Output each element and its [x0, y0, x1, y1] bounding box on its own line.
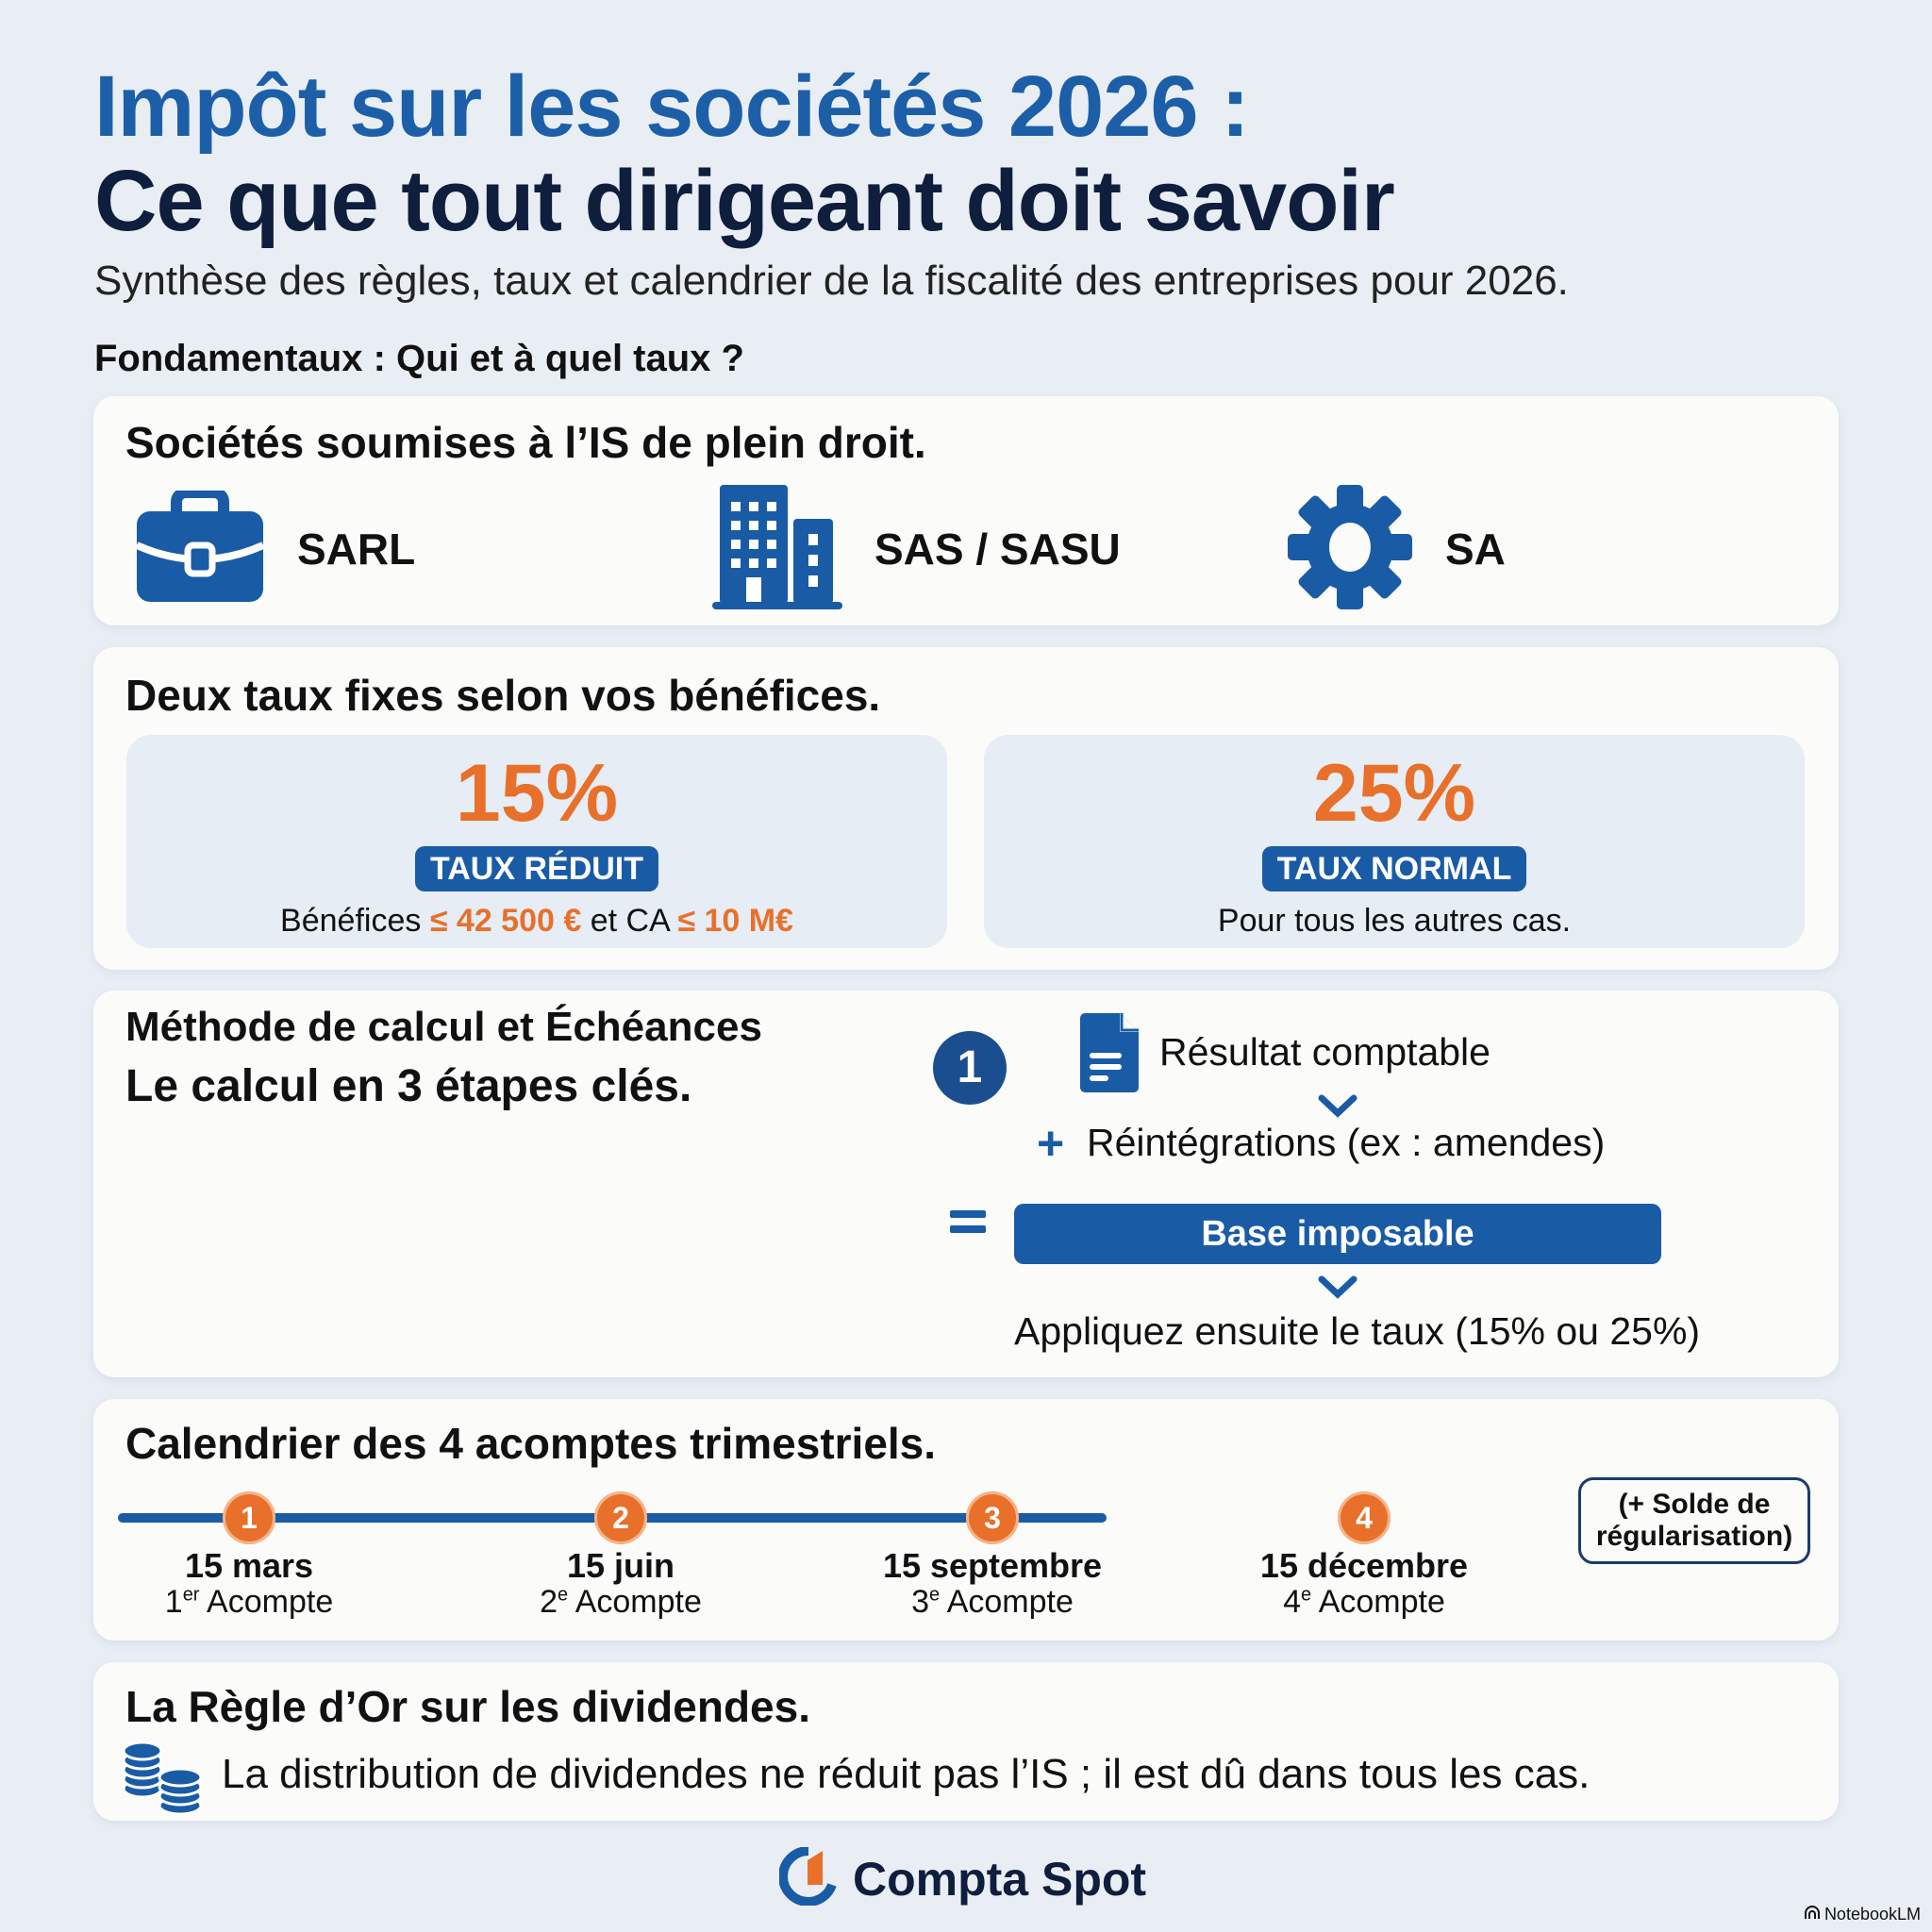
notebooklm-watermark: NotebookLM: [1804, 1905, 1921, 1924]
installment-date: 15 mars: [184, 1546, 314, 1585]
brand-logo: Compta Spot: [778, 1846, 1147, 1910]
step-reintegrations: Réintégrations (ex : amendes): [1087, 1121, 1606, 1164]
apply-rate-text: Appliquez ensuite le taux (15% ou 25%): [1014, 1309, 1701, 1353]
page-subtitle: Synthèse des règles, taux et calendrier …: [94, 258, 1569, 304]
entity-sas-sasu: SAS / SASU: [712, 483, 1121, 615]
ordinal-suffix: e: [558, 1584, 569, 1606]
watermark-text: NotebookLM: [1824, 1905, 1921, 1924]
balance-line2: régularisation): [1595, 1521, 1793, 1552]
timeline-node-1: 1: [223, 1491, 275, 1544]
ordinal: 3: [911, 1584, 930, 1620]
condition-mid: et CA: [581, 903, 678, 939]
calculation-subheading: Méthode de calcul et Échéances: [125, 1004, 762, 1050]
reduced-rate-value: 15%: [455, 748, 619, 839]
document-icon: [1080, 1013, 1139, 1097]
acompte-label: Acompte: [940, 1584, 1074, 1620]
entities-heading: Sociétés soumises à l’IS de plein droit.: [125, 418, 926, 467]
normal-rate-value: 25%: [1312, 748, 1476, 839]
normal-rate-condition: Pour tous les autres cas.: [1217, 903, 1572, 939]
briefcase-icon: [135, 486, 265, 608]
entity-label: SA: [1445, 525, 1506, 574]
entities-card: Sociétés soumises à l’IS de plein droit.…: [93, 396, 1839, 625]
dividends-rule-text: La distribution de dividendes ne réduit …: [222, 1751, 1591, 1797]
building-icon: [712, 483, 842, 616]
installment-date: 15 décembre: [1259, 1546, 1469, 1585]
reduced-rate-badge: TAUX RÉDUIT: [414, 846, 659, 891]
brand-name: Compta Spot: [853, 1852, 1147, 1906]
gear-icon: [1287, 484, 1413, 615]
acompte-label: Acompte: [1311, 1584, 1445, 1620]
installment-date: 15 juin: [566, 1546, 675, 1585]
timeline-node-3: 3: [966, 1491, 1019, 1544]
condition-prefix: Bénéfices: [280, 903, 430, 939]
ordinal-suffix: e: [1301, 1584, 1312, 1606]
calculation-card: Méthode de calcul et Échéances Le calcul…: [93, 991, 1839, 1377]
ordinal-suffix: e: [929, 1584, 941, 1606]
rates-heading: Deux taux fixes selon vos bénéfices.: [125, 671, 881, 720]
coins-stack-icon: [122, 1740, 203, 1820]
compta-spot-logo-icon: [778, 1846, 838, 1910]
entity-sa: SA: [1287, 483, 1506, 615]
equals-icon: [948, 1205, 988, 1243]
ordinal: 4: [1283, 1584, 1302, 1620]
revenue-limit: ≤ 10 M€: [677, 903, 793, 939]
dividends-heading: La Règle d’Or sur les dividendes.: [125, 1682, 811, 1731]
taxable-base-box: Base imposable: [1014, 1204, 1661, 1264]
balance-line1: (+ Solde de: [1618, 1489, 1771, 1520]
balance-settlement-box: (+ Solde de régularisation): [1578, 1477, 1810, 1564]
installment-label: 1er Acompte: [79, 1584, 419, 1621]
plus-icon: +: [1037, 1117, 1065, 1170]
acompte-label: Acompte: [568, 1584, 702, 1620]
entity-sarl: SARL: [135, 483, 415, 615]
rates-card: Deux taux fixes selon vos bénéfices. 15%…: [93, 647, 1839, 970]
reduced-rate-condition: Bénéfices ≤ 42 500 € et CA ≤ 10 M€: [126, 903, 947, 940]
entity-label: SARL: [297, 525, 416, 574]
page-title-line2: Ce que tout dirigeant doit savoir: [94, 153, 1395, 249]
ordinal: 2: [540, 1584, 558, 1620]
step-number-badge: 1: [933, 1031, 1007, 1105]
calendar-heading: Calendrier des 4 acomptes trimestriels.: [125, 1419, 937, 1468]
page-title-line1: Impôt sur les sociétés 2026 :: [94, 58, 1250, 155]
ordinal: 1: [164, 1584, 183, 1620]
section-label: Fondamentaux : Qui et à quel taux ?: [94, 338, 744, 379]
normal-rate-box: 25% TAUX NORMAL Pour tous les autres cas…: [984, 735, 1805, 948]
timeline-node-2: 2: [594, 1491, 647, 1544]
reduced-rate-box: 15% TAUX RÉDUIT Bénéfices ≤ 42 500 € et …: [126, 735, 947, 948]
calculation-heading: Le calcul en 3 étapes clés.: [125, 1061, 692, 1111]
installment-label: 3e Acompte: [823, 1584, 1162, 1621]
installment-date: 15 septembre: [882, 1546, 1103, 1585]
dividends-card: La Règle d’Or sur les dividendes. La dis…: [93, 1662, 1839, 1821]
normal-rate-badge: TAUX NORMAL: [1261, 846, 1527, 891]
profit-limit: ≤ 42 500 €: [429, 903, 582, 939]
entity-label: SAS / SASU: [874, 525, 1121, 574]
installment-label: 4e Acompte: [1194, 1584, 1534, 1621]
notebooklm-icon: [1804, 1905, 1821, 1924]
ordinal-suffix: er: [182, 1584, 200, 1606]
chevron-down-icon: [1318, 1275, 1357, 1305]
installment-label: 2e Acompte: [451, 1584, 791, 1621]
step-accounting-result: Résultat comptable: [1159, 1030, 1491, 1074]
acompte-label: Acompte: [199, 1584, 334, 1620]
calendar-card: Calendrier des 4 acomptes trimestriels. …: [93, 1399, 1839, 1641]
chevron-down-icon: [1318, 1094, 1357, 1124]
timeline-node-4: 4: [1338, 1491, 1391, 1544]
